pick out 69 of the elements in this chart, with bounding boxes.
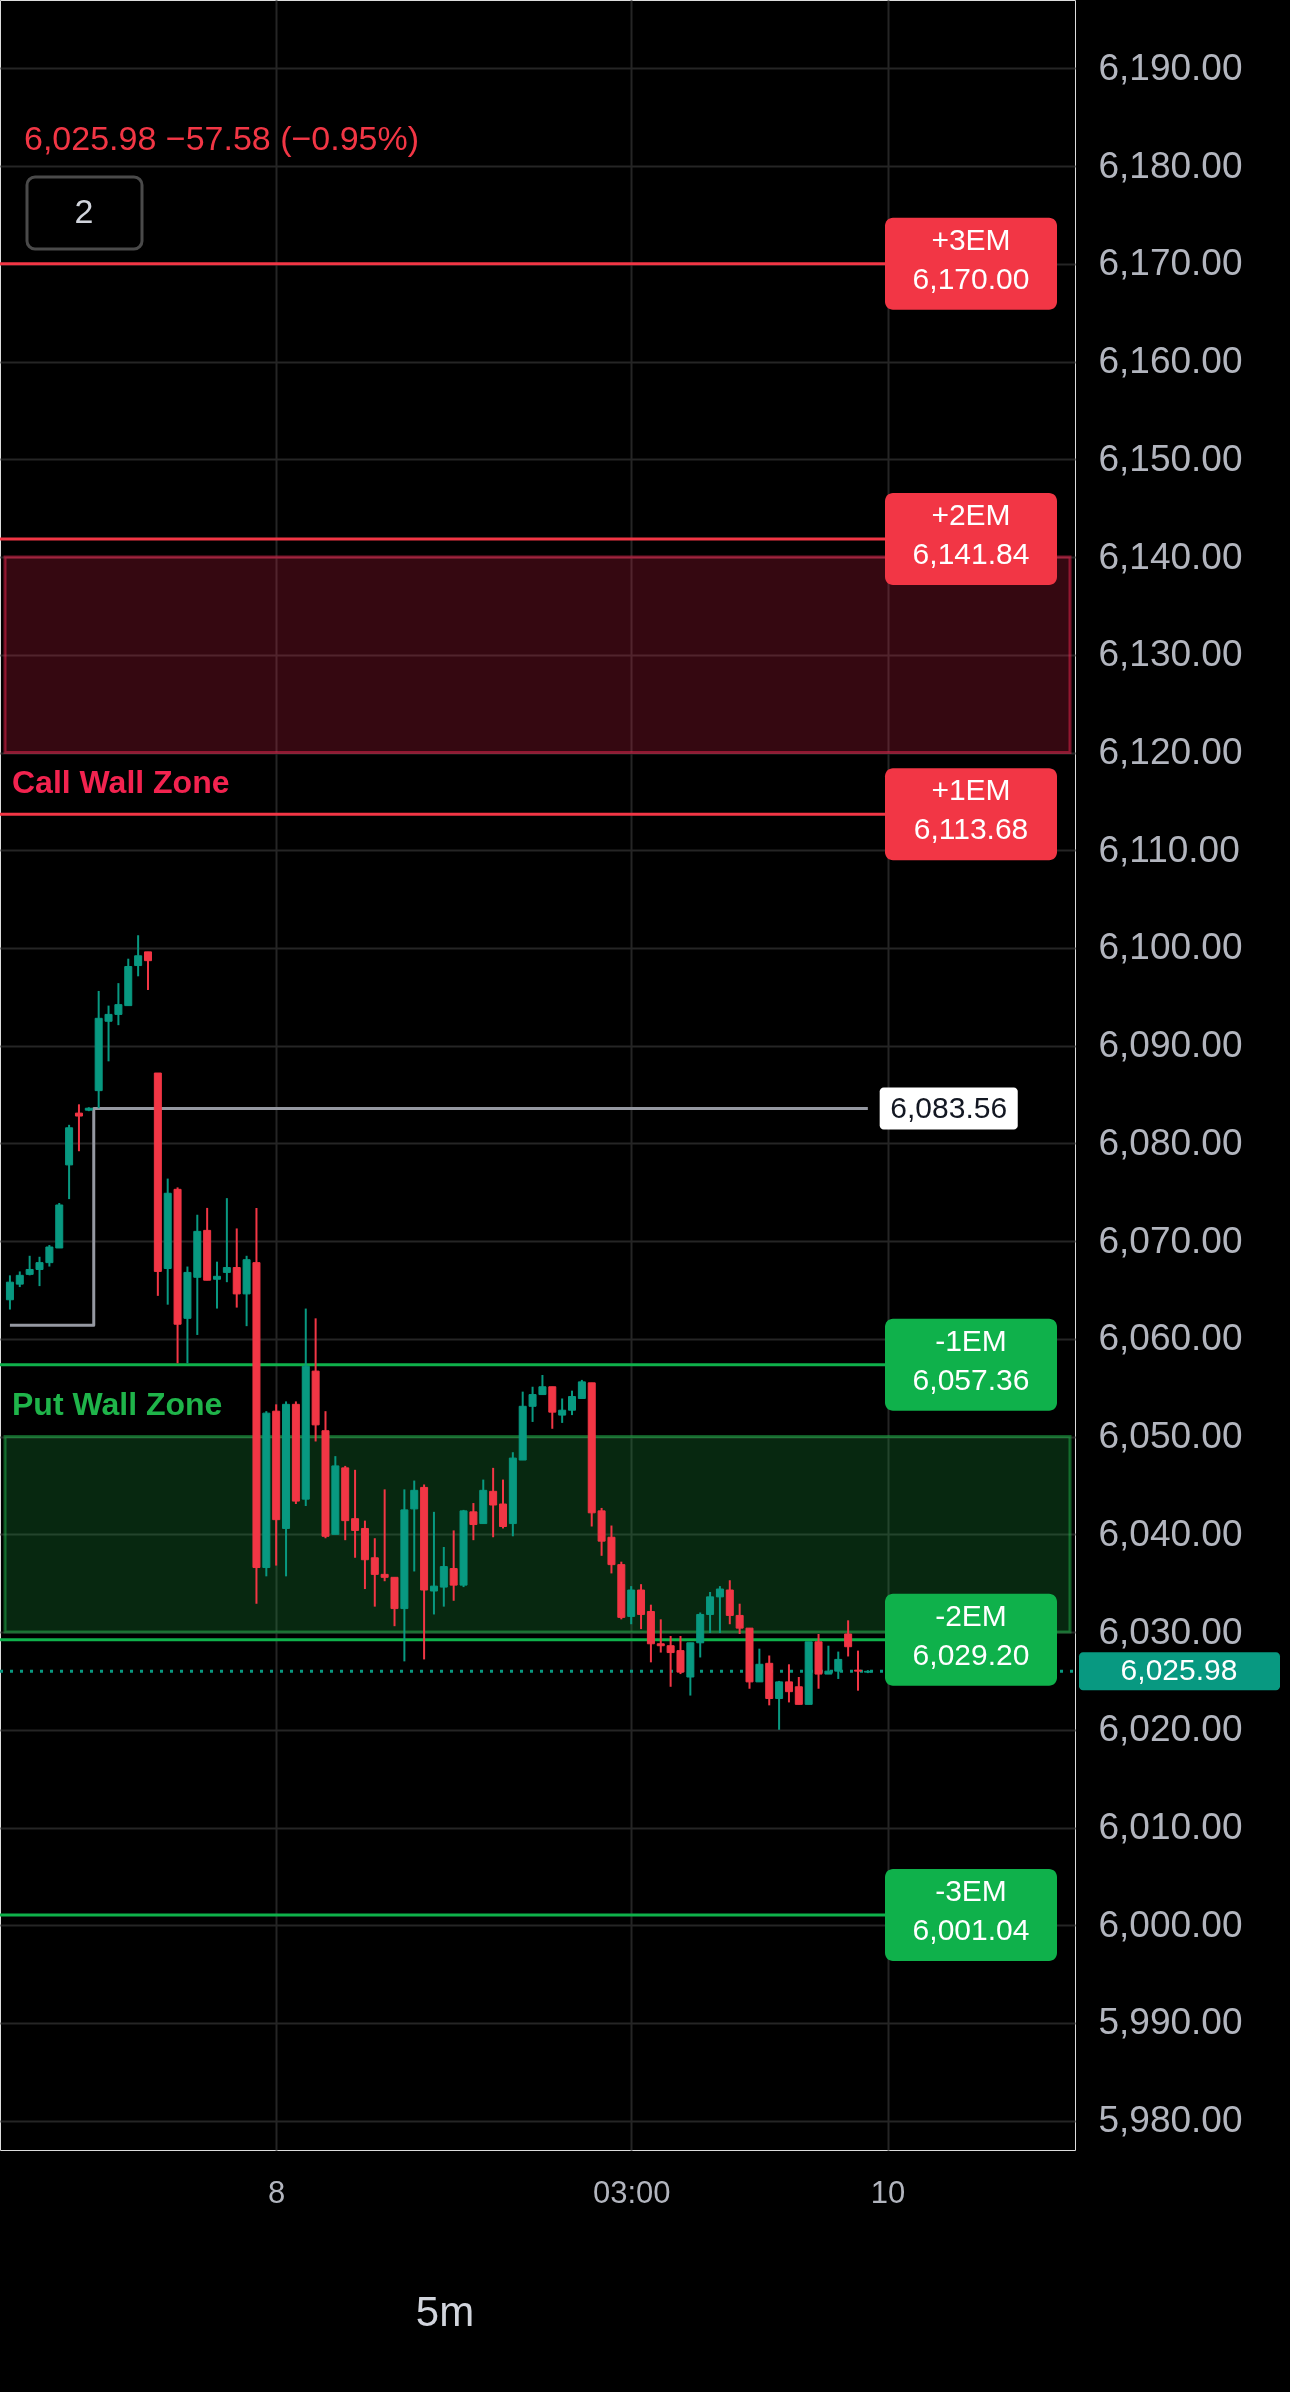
ref-line-label: -3EM [935,1874,1007,1908]
y-tick-label: 6,150.00 [1098,437,1243,479]
candlestick [439,1546,448,1608]
y-tick-label: 6,000.00 [1098,1903,1243,1945]
candlestick [775,1679,784,1731]
candlestick [558,1397,567,1424]
y-tick-label: 6,050.00 [1098,1415,1243,1457]
ref-line-label: +2EM [931,498,1011,532]
annotation: 6,141.84 [912,537,1030,571]
candlestick [351,1468,360,1559]
candlestick [449,1529,458,1602]
candlestick [844,1619,853,1658]
candlestick [429,1510,438,1616]
y-tick-label: 6,140.00 [1098,535,1243,577]
y-tick-label: 6,190.00 [1098,46,1243,88]
y-tick-label: 6,110.00 [1098,828,1240,870]
y-tick-label: 6,070.00 [1098,1219,1243,1261]
text: 6,025.98 [1120,1653,1238,1687]
candlestick [706,1590,715,1635]
data-label: 6,083.56 [890,1090,1008,1124]
y-tick-label: 6,080.00 [1098,1121,1243,1163]
ref-line-label: -2EM [935,1598,1007,1632]
candlestick [370,1537,379,1608]
candlestick [5,1274,14,1311]
candlestick [853,1649,862,1692]
y-tick-label: 6,100.00 [1098,926,1243,968]
y-tick-label: 6,130.00 [1098,633,1243,675]
candlestick [74,1103,83,1153]
y-tick-label: 6,010.00 [1098,1806,1243,1847]
band-label: Put Wall Zone [12,1385,223,1422]
ref-line-label: +1EM [931,773,1011,807]
candlestick [498,1478,507,1530]
candlestick [143,950,152,991]
y-tick-label: 6,040.00 [1098,1512,1243,1554]
candlestick [489,1466,498,1539]
candlestick [784,1663,793,1704]
y-tick-label: 6,020.00 [1098,1708,1243,1750]
y-tick-label: 6,170.00 [1098,242,1243,284]
candlestick [577,1378,586,1400]
annotation: 2 [74,192,94,230]
y-tick-label: 6,160.00 [1098,340,1243,382]
annotation: 6,113.68 [913,812,1029,846]
candlestick [568,1389,577,1417]
x-tick-label: 8 [268,2174,286,2210]
candlestick [794,1676,803,1706]
y-tick-label: 5,980.00 [1098,2099,1243,2141]
y-tick-label: 6,120.00 [1098,731,1243,772]
candlestick [213,1260,222,1310]
y-tick-label: 6,090.00 [1098,1024,1243,1066]
y-tick-label: 6,180.00 [1098,144,1243,186]
ref-line-label: +3EM [931,222,1011,256]
annotation: 6,170.00 [912,261,1030,295]
ref-line-label: -1EM [935,1323,1007,1357]
x-tick-label: 10 [870,2174,906,2210]
annotation: 6,029.20 [912,1637,1030,1671]
candlestick [469,1502,478,1542]
candlestick [222,1197,231,1284]
candlestick [715,1585,724,1635]
x-tick-label: 03:00 [592,2174,671,2210]
candlestick [134,934,143,978]
y-tick-label: 6,060.00 [1098,1317,1243,1359]
y-tick-label: 6,030.00 [1098,1610,1243,1652]
text: 5m [415,2288,475,2335]
annotation: 6,025.98 −57.58 (−0.95%) [24,119,420,157]
y-tick-label: 5,990.00 [1098,2001,1243,2043]
annotation: 6,001.04 [912,1913,1030,1947]
band-label: Call Wall Zone [12,763,230,800]
candlestick [755,1647,764,1683]
annotation: 6,057.36 [912,1362,1030,1396]
